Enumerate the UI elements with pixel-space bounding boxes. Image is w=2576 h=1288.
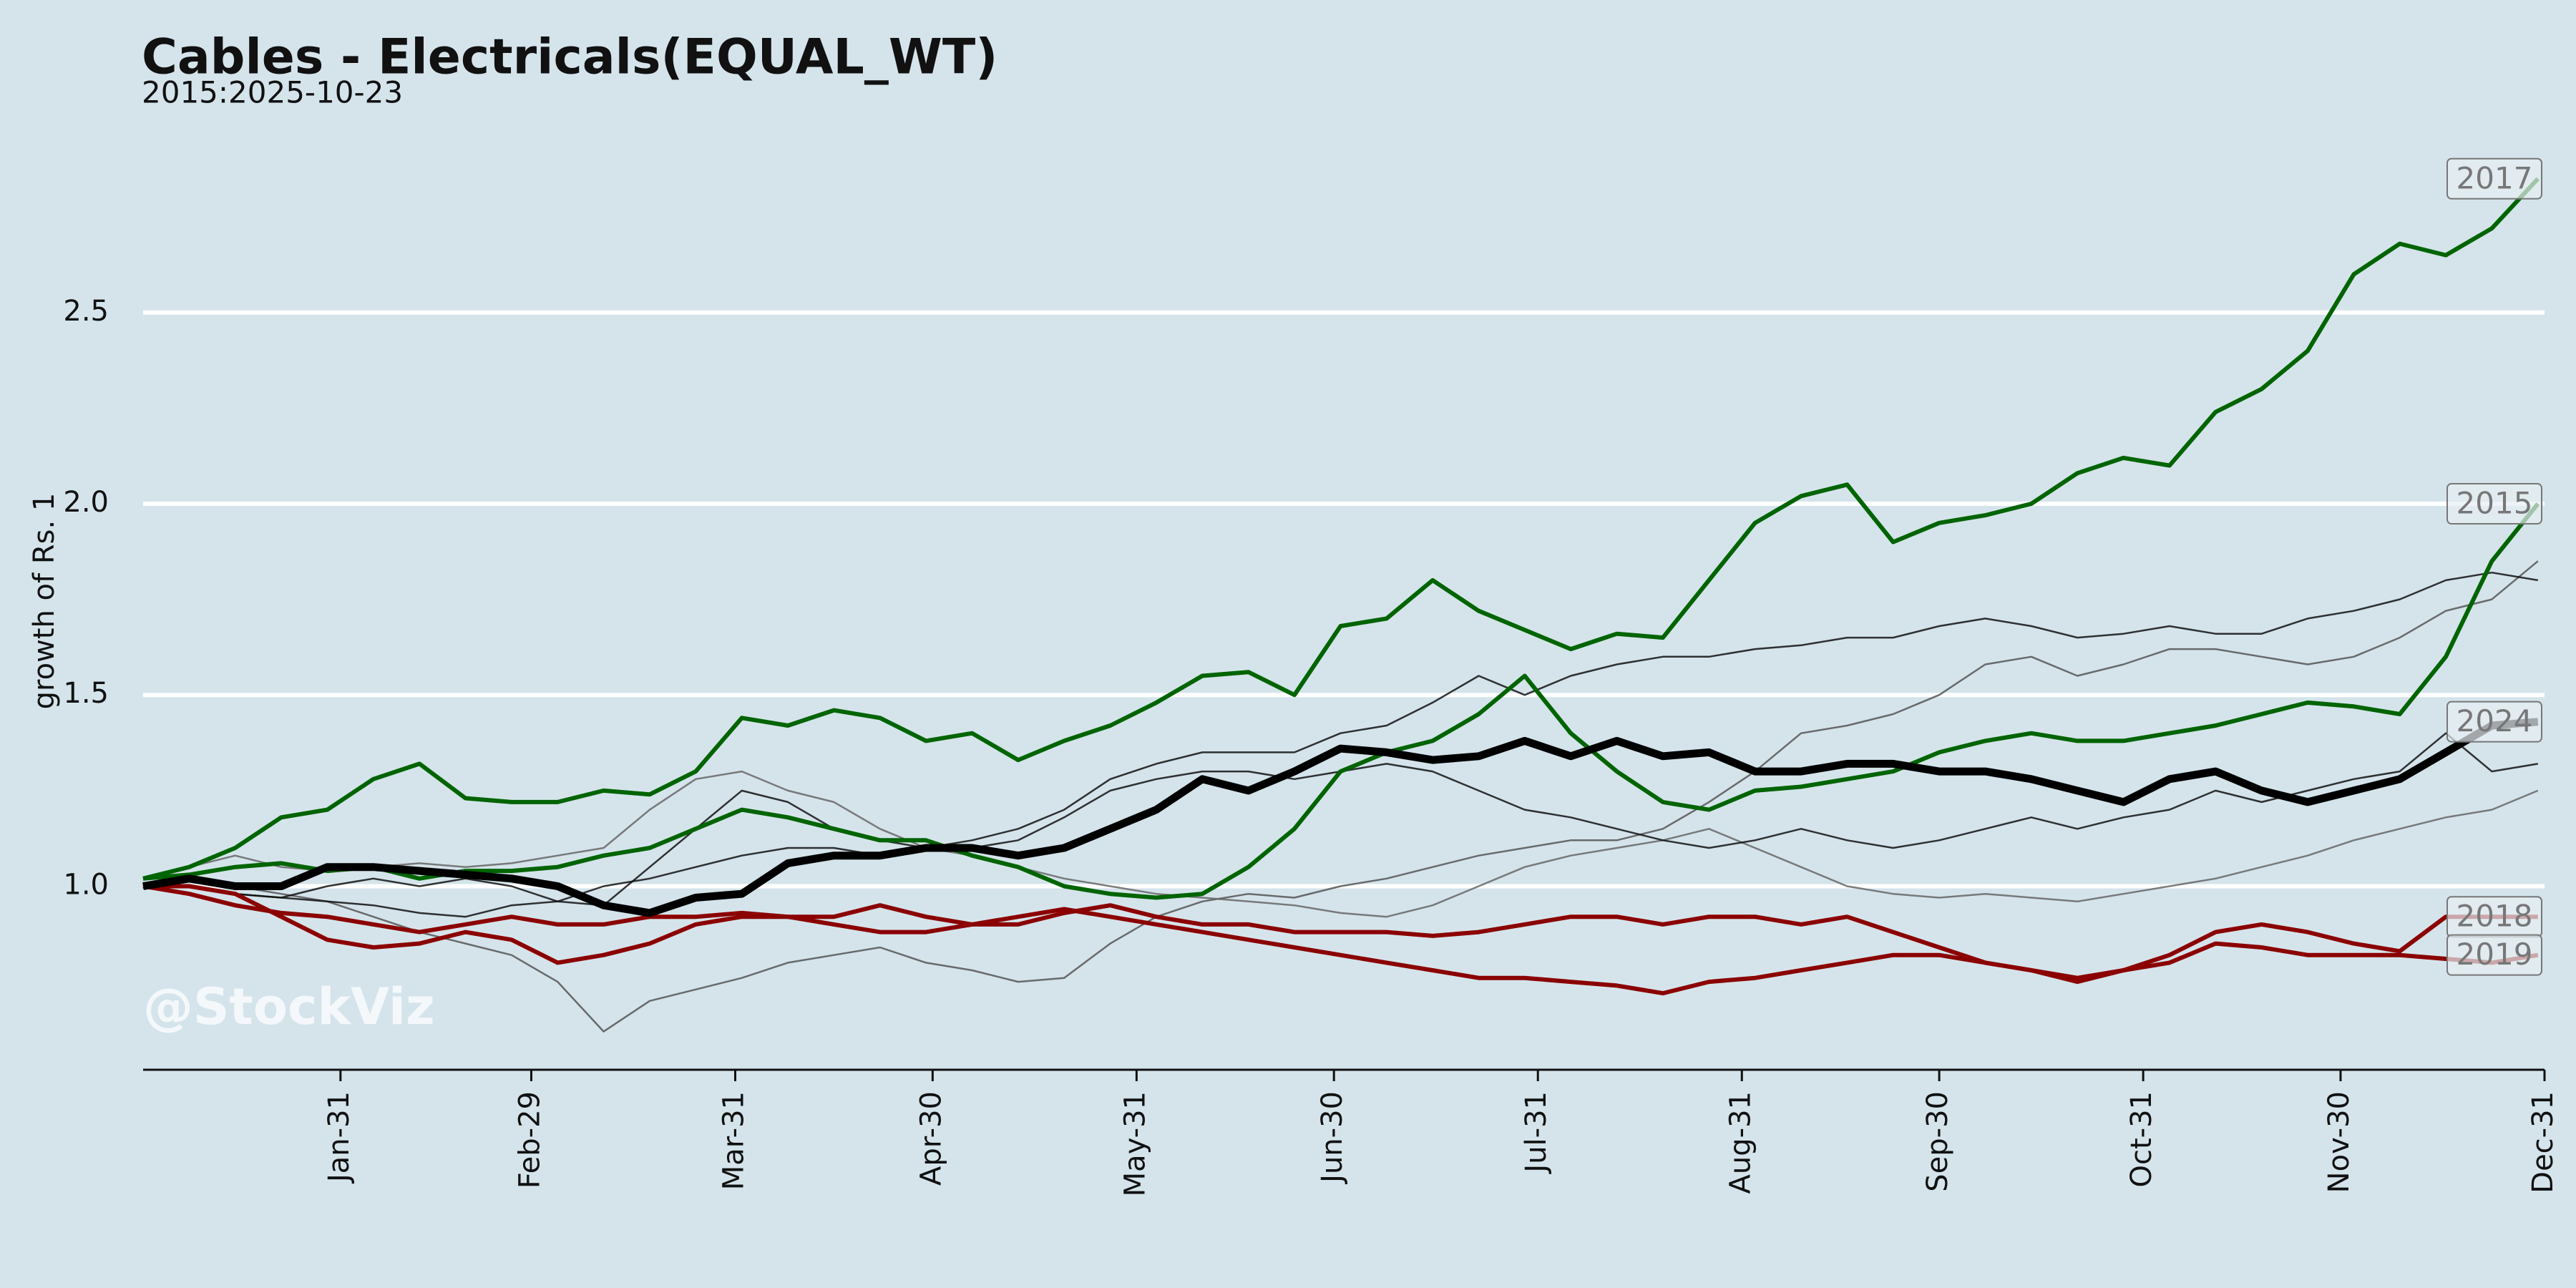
series-line — [143, 884, 2539, 996]
x-tick-label: Oct-31 — [2125, 1091, 2158, 1188]
x-tick-label: Mar-31 — [718, 1091, 751, 1190]
y-tick-label: 1.0 — [63, 868, 109, 901]
series-label: 2018 — [2446, 896, 2542, 938]
series-label: 2019 — [2446, 934, 2542, 976]
x-tick-label: Dec-31 — [2527, 1091, 2560, 1194]
x-tick-label: May-31 — [1118, 1091, 1151, 1196]
series-line — [142, 502, 2540, 900]
series-line — [143, 571, 2539, 918]
series-label: 2024 — [2446, 701, 2542, 743]
series-line — [142, 770, 2539, 918]
series-line — [142, 560, 2539, 1033]
series-label-box — [2446, 934, 2542, 976]
x-tick-label: Jan-31 — [323, 1091, 356, 1184]
x-tick-label: Sep-30 — [1921, 1091, 1954, 1192]
series-label-text: 2015 — [2457, 486, 2533, 521]
y-axis-label: growth of Rs. 1 — [28, 493, 61, 710]
y-tick-label: 1.5 — [63, 677, 109, 710]
x-tick-label: Jun-30 — [1316, 1091, 1349, 1185]
series-label-box — [2446, 701, 2542, 743]
y-tick-label: 2.5 — [63, 295, 109, 328]
y-tick-label: 2.0 — [63, 486, 109, 519]
series-label-text: 2017 — [2457, 160, 2533, 195]
x-tick-label: Aug-31 — [1724, 1091, 1757, 1194]
x-tick-label: Feb-29 — [513, 1091, 546, 1189]
series-line — [142, 718, 2539, 917]
chart-subtitle: 2015:2025-10-23 — [142, 75, 403, 110]
x-tick-label: Apr-30 — [914, 1091, 947, 1186]
series-label-text: 2024 — [2457, 703, 2533, 738]
series-label: 2015 — [2446, 483, 2542, 525]
chart-title: Cables - Electricals(EQUAL_WT) — [142, 29, 997, 86]
x-tick-label: Jul-31 — [1520, 1091, 1553, 1175]
watermark: @StockViz — [143, 977, 435, 1036]
series-label-text: 2019 — [2457, 937, 2533, 972]
series-line — [142, 177, 2540, 881]
series-label-box — [2446, 483, 2542, 525]
x-tick-label: Nov-30 — [2323, 1091, 2356, 1193]
series-line — [142, 884, 2538, 985]
series-label-text: 2018 — [2457, 899, 2533, 934]
series-label: 2017 — [2446, 157, 2542, 200]
series-label-box — [2446, 157, 2542, 200]
